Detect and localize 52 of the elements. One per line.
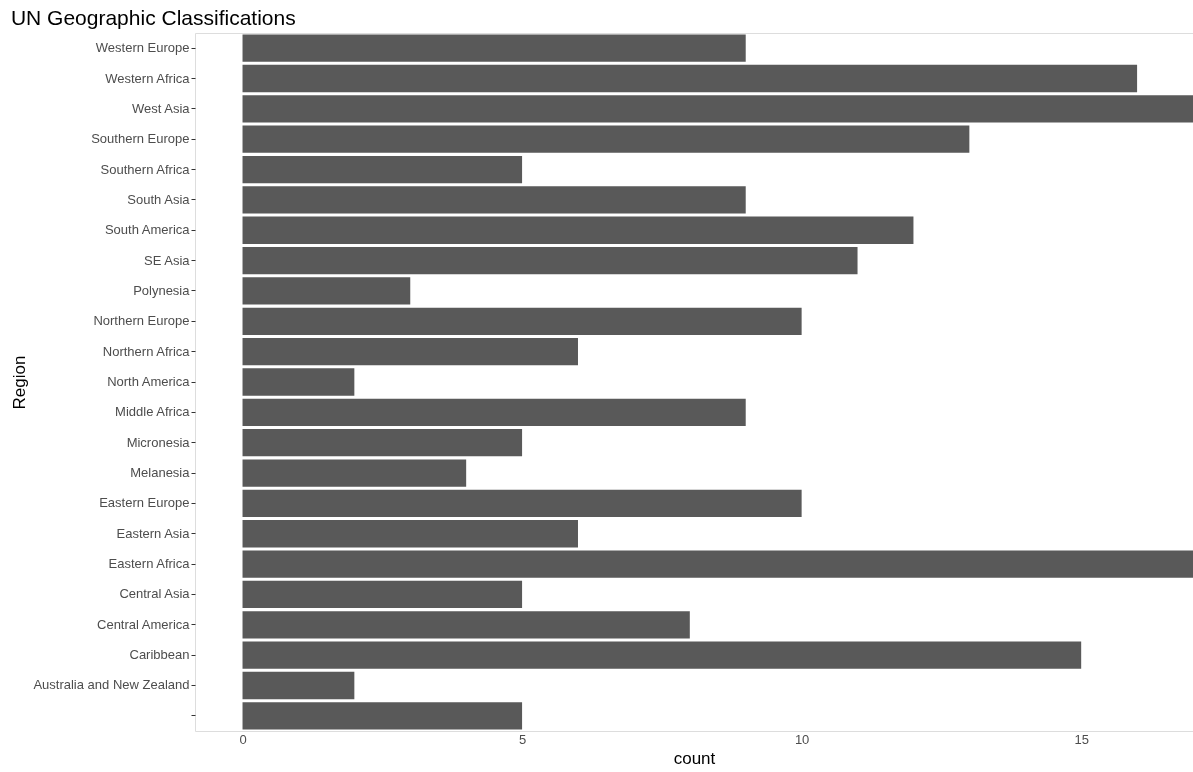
y-tick-label: Caribbean: [129, 647, 190, 663]
bar: [242, 95, 1193, 123]
y-tick-label: Eastern Europe: [99, 495, 190, 511]
bar: [242, 186, 746, 214]
bar: [242, 307, 802, 335]
bar: [242, 216, 914, 244]
y-tick-label: Northern Europe: [93, 313, 190, 329]
bar: [242, 64, 1138, 93]
y-tick-label: Melanesia: [130, 465, 191, 481]
chart-title: UN Geographic Classifications: [10, 6, 296, 29]
y-tick-label: Western Europe: [95, 40, 190, 56]
bar: [242, 550, 1193, 578]
x-tick-label: 5: [518, 731, 527, 747]
bar: [242, 459, 467, 487]
y-tick-label: West Asia: [131, 100, 191, 116]
bar: [242, 641, 1082, 669]
bar: [242, 246, 858, 275]
y-axis-title: Region: [10, 355, 30, 410]
bar: [242, 520, 578, 548]
x-tick-label: 15: [1074, 731, 1089, 747]
y-tick-label: Eastern Africa: [108, 556, 191, 572]
bar: [242, 702, 523, 730]
bar: [242, 489, 802, 518]
y-tick-label: Middle Africa: [115, 404, 191, 420]
x-axis-title: count: [673, 748, 716, 768]
y-tick-label: Australia and New Zealand: [33, 677, 190, 693]
y-tick-label: South America: [104, 222, 191, 238]
bar: [242, 671, 355, 700]
bar: [242, 34, 746, 62]
y-tick-label: Western Africa: [105, 70, 191, 86]
y-tick-label: Central Asia: [119, 586, 191, 602]
y-tick-label: Northern Africa: [102, 343, 191, 359]
bar: [242, 338, 578, 366]
y-tick-label: South Asia: [127, 191, 191, 207]
y-tick-label: Polynesia: [133, 282, 191, 298]
y-tick-label: Eastern Asia: [116, 525, 191, 541]
x-tick-label: 0: [239, 731, 247, 747]
bar: [242, 125, 970, 153]
x-tick-label: 10: [794, 731, 810, 747]
bar: [242, 580, 523, 609]
bar: [242, 398, 746, 426]
bar: [242, 155, 523, 184]
y-tick-label: Central America: [97, 616, 191, 632]
y-tick-label: Southern Europe: [91, 131, 190, 147]
y-tick-label: SE Asia: [143, 252, 191, 268]
y-tick-label: Southern Africa: [100, 161, 191, 177]
bar: [242, 611, 690, 639]
bar: [242, 277, 411, 305]
bar: [242, 368, 355, 396]
y-tick-label: Micronesia: [126, 434, 191, 450]
y-tick-label: North America: [107, 374, 191, 389]
bar: [242, 429, 523, 457]
